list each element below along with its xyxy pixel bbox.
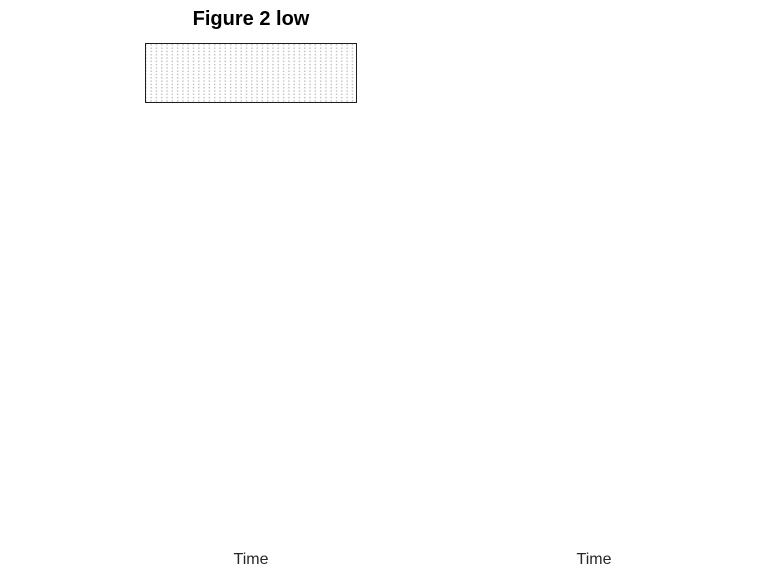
plot-area-pressure — [145, 43, 357, 103]
xlabel-time-right: Time — [576, 551, 612, 568]
figure-title: Figure 2 low — [192, 8, 310, 30]
xlabel-time-left: Time — [233, 551, 269, 568]
